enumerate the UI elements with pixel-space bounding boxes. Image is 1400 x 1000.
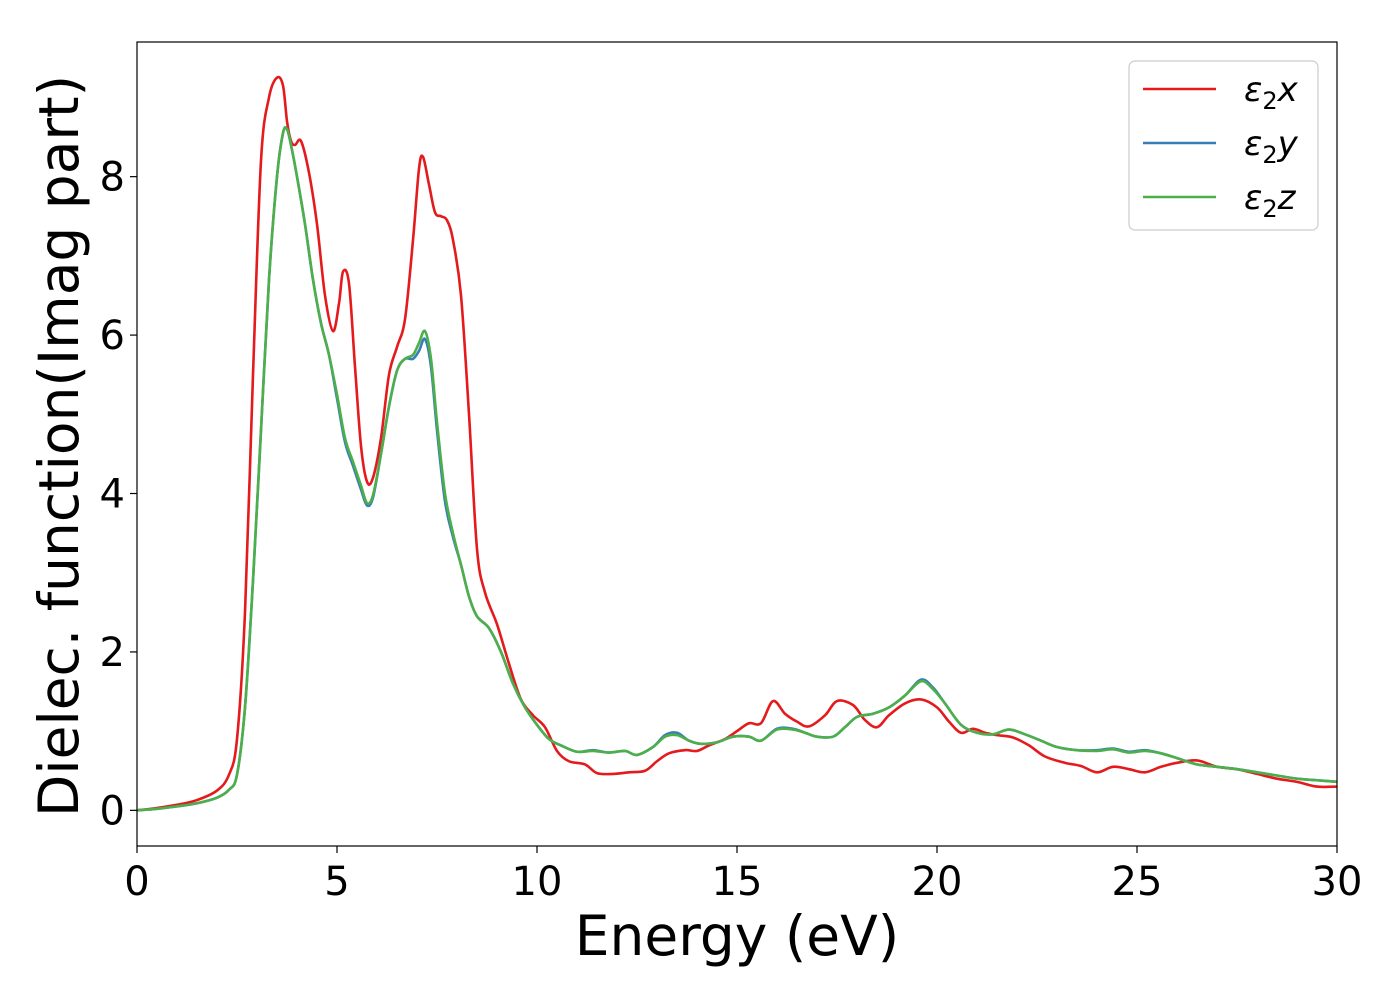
series-line-z xyxy=(136,126,1338,812)
series-line-x xyxy=(136,75,1338,812)
x-tick-label: 20 xyxy=(912,859,963,905)
y-tick-label: 2 xyxy=(100,630,125,676)
x-tick-label: 25 xyxy=(1112,859,1163,905)
legend-label-z: ε2z xyxy=(1244,178,1297,223)
x-tick-label: 5 xyxy=(324,859,349,905)
legend-items: ε2x ε2y ε2z xyxy=(1143,70,1299,223)
y-tick-label: 6 xyxy=(100,313,125,359)
legend-label-y: ε2y xyxy=(1244,124,1299,169)
x-axis-title: Energy (eV) xyxy=(575,904,899,968)
y-axis-title: Dielec. function(Imag part) xyxy=(27,75,91,817)
legend-label-x: ε2x xyxy=(1244,70,1299,115)
x-tick-label: 30 xyxy=(1312,859,1363,905)
y-tick-label: 4 xyxy=(100,472,125,518)
x-tick-label: 0 xyxy=(124,859,149,905)
x-tick-label: 15 xyxy=(712,859,763,905)
legend: ε2x ε2y ε2z xyxy=(1128,60,1319,231)
legend-box xyxy=(1128,60,1319,231)
y-tick-label: 8 xyxy=(100,155,125,201)
x-tick-label: 10 xyxy=(512,859,563,905)
ticks-layer: 0 5 10 15 20 25 30 0 2 4 6 8 xyxy=(100,155,1363,905)
series-layer xyxy=(136,75,1338,812)
y-tick-label: 0 xyxy=(100,788,125,834)
